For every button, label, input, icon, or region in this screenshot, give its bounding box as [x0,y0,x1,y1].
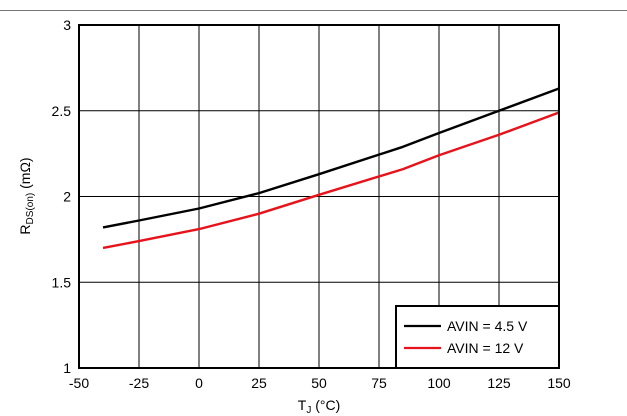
x-tick-label: 125 [487,375,511,391]
y-tick-label: 2.5 [52,103,72,119]
y-tick-label: 3 [63,17,71,33]
x-tick-label: -50 [69,375,89,391]
series-layer [102,87,560,250]
x-tick-label: 25 [251,375,267,391]
y-tick-label: 1 [63,360,71,376]
legend: AVIN = 4.5 V AVIN = 12 V [395,305,560,369]
y-axis-title: RDS(on) (mΩ) [17,157,36,234]
x-tick-label: 75 [371,375,387,391]
top-rule [0,10,627,11]
x-tick-label: -25 [129,375,149,391]
legend-box [395,305,560,369]
y-tick-labels: 1 1.5 2 2.5 3 [52,17,72,376]
y-axis-title-sub: DS(on) [25,193,36,225]
y-axis-title-rest: (mΩ) [17,157,33,192]
x-axis-title-rest: (°C) [311,397,340,413]
y-axis-title-main: R [17,224,33,234]
series-line-1 [102,87,560,229]
x-tick-label: 50 [311,375,327,391]
y-tick-label: 1.5 [52,274,72,290]
x-axis-title-sub: J [306,405,311,416]
series-line-2 [102,111,560,250]
x-tick-label: 0 [195,375,203,391]
legend-label-series-1: AVIN = 4.5 V [447,318,528,334]
plot-frame [78,24,560,369]
legend-label-series-2: AVIN = 12 V [447,340,524,356]
x-axis-title: TJ (°C) [298,397,341,416]
x-tick-label: 150 [547,375,571,391]
x-axis-title-main: T [298,397,307,413]
y-tick-label: 2 [63,189,71,205]
x-tick-labels: -50 -25 0 25 50 75 100 125 150 [69,375,571,391]
x-tick-label: 100 [427,375,451,391]
